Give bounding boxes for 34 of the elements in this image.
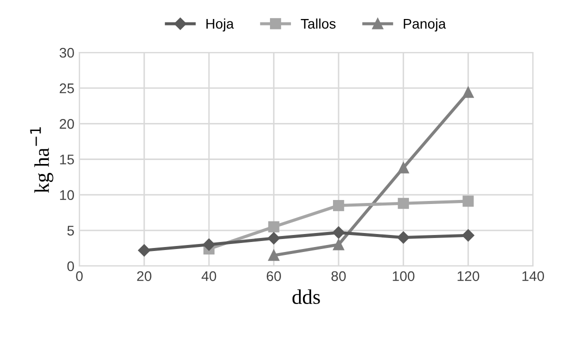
x-tick-label: 20 <box>137 271 152 282</box>
point <box>268 250 280 261</box>
x-tick-label: 60 <box>266 271 281 282</box>
point <box>333 200 344 212</box>
y-tick-label: 0 <box>67 261 74 272</box>
point <box>138 244 150 256</box>
point <box>398 198 409 209</box>
legend-label: Tallos <box>300 18 336 29</box>
y-tick-label: 20 <box>60 119 74 129</box>
point <box>332 226 345 239</box>
y-axis-title: kg ha$^{−1}$ <box>30 127 54 193</box>
point <box>398 162 409 174</box>
x-axis-title: dds <box>292 289 320 304</box>
point <box>462 196 474 207</box>
point <box>462 229 474 242</box>
point <box>333 239 344 250</box>
y-tick-label: 15 <box>60 154 74 164</box>
point <box>268 232 280 244</box>
y-tick-label: 25 <box>60 83 74 94</box>
legend-label: Panoja <box>404 18 446 32</box>
x-tick-label: 100 <box>392 271 414 282</box>
y-tick-label: 10 <box>60 190 74 200</box>
legend-label: Hoja <box>206 18 234 32</box>
x-tick-label: 120 <box>458 271 480 282</box>
y-tick-label: 30 <box>60 48 74 58</box>
x-tick-label: 40 <box>202 271 216 282</box>
x-tick-label: 80 <box>331 271 346 282</box>
point <box>397 231 410 244</box>
point <box>268 221 280 232</box>
point <box>462 86 474 98</box>
x-tick-label: 0 <box>76 271 83 282</box>
x-tick-label: 140 <box>522 271 544 282</box>
point <box>202 238 216 251</box>
y-tick-label: 5 <box>67 226 74 236</box>
